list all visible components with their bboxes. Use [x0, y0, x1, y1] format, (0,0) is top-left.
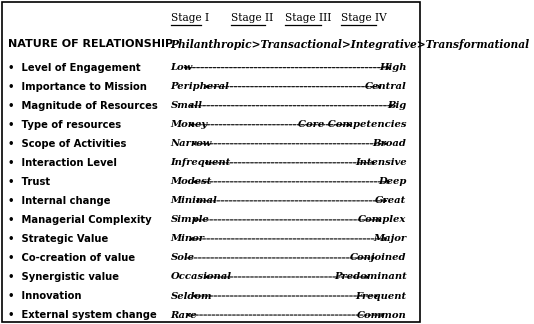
Text: Stage II: Stage II: [231, 13, 273, 23]
Text: •  Strategic Value: • Strategic Value: [7, 234, 108, 244]
Text: Complex: Complex: [358, 215, 406, 225]
Text: Minor: Minor: [170, 235, 205, 243]
Text: Infrequent: Infrequent: [170, 158, 231, 167]
Text: Rare: Rare: [170, 310, 197, 319]
Text: Predominant: Predominant: [334, 272, 406, 282]
Text: Stage IV: Stage IV: [341, 13, 387, 23]
Text: •  Magnitude of Resources: • Magnitude of Resources: [7, 101, 158, 111]
Text: Stage III: Stage III: [285, 13, 332, 23]
Text: •  Innovation: • Innovation: [7, 291, 81, 301]
Text: High: High: [379, 63, 406, 72]
Text: Small: Small: [170, 101, 202, 110]
Text: •  Internal change: • Internal change: [7, 196, 110, 206]
Text: Common: Common: [357, 310, 406, 319]
Text: •  Co-creation of value: • Co-creation of value: [7, 253, 135, 263]
Text: Central: Central: [365, 82, 406, 91]
Text: Modest: Modest: [170, 177, 212, 186]
Text: Frequent: Frequent: [355, 292, 406, 301]
Text: •  Importance to Mission: • Importance to Mission: [7, 82, 146, 92]
Text: Stage I: Stage I: [171, 13, 209, 23]
Text: Minimal: Minimal: [170, 196, 217, 205]
Text: •  Scope of Activities: • Scope of Activities: [7, 139, 126, 149]
Text: Low: Low: [170, 63, 193, 72]
Text: Philanthropic>Transactional>Integrative>Transformational: Philanthropic>Transactional>Integrative>…: [170, 39, 530, 50]
Text: Seldom: Seldom: [170, 292, 212, 301]
Text: Deep: Deep: [378, 177, 406, 186]
Text: •  Synergistic value: • Synergistic value: [7, 272, 119, 282]
Text: •  Interaction Level: • Interaction Level: [7, 158, 116, 168]
Text: •  Level of Engagement: • Level of Engagement: [7, 63, 140, 73]
Text: •  Type of resources: • Type of resources: [7, 120, 121, 130]
Text: Peripheral: Peripheral: [170, 82, 229, 91]
Text: •  Managerial Complexity: • Managerial Complexity: [7, 215, 151, 225]
Text: •  External system change: • External system change: [7, 310, 156, 320]
Text: Money: Money: [170, 120, 208, 129]
Text: NATURE OF RELATIONSHIP: NATURE OF RELATIONSHIP: [7, 39, 172, 49]
Text: Intensive: Intensive: [355, 158, 406, 167]
Text: Core Competencies: Core Competencies: [298, 120, 406, 129]
Text: Big: Big: [387, 101, 406, 110]
Text: Great: Great: [375, 196, 406, 205]
Text: Conjoined: Conjoined: [350, 253, 406, 262]
Text: Narrow: Narrow: [170, 139, 212, 148]
Text: Simple: Simple: [170, 215, 209, 225]
Text: Occasional: Occasional: [170, 272, 231, 282]
Text: •  Trust: • Trust: [7, 177, 50, 187]
Text: Major: Major: [373, 235, 406, 243]
Text: Sole: Sole: [170, 253, 194, 262]
Text: Broad: Broad: [373, 139, 406, 148]
